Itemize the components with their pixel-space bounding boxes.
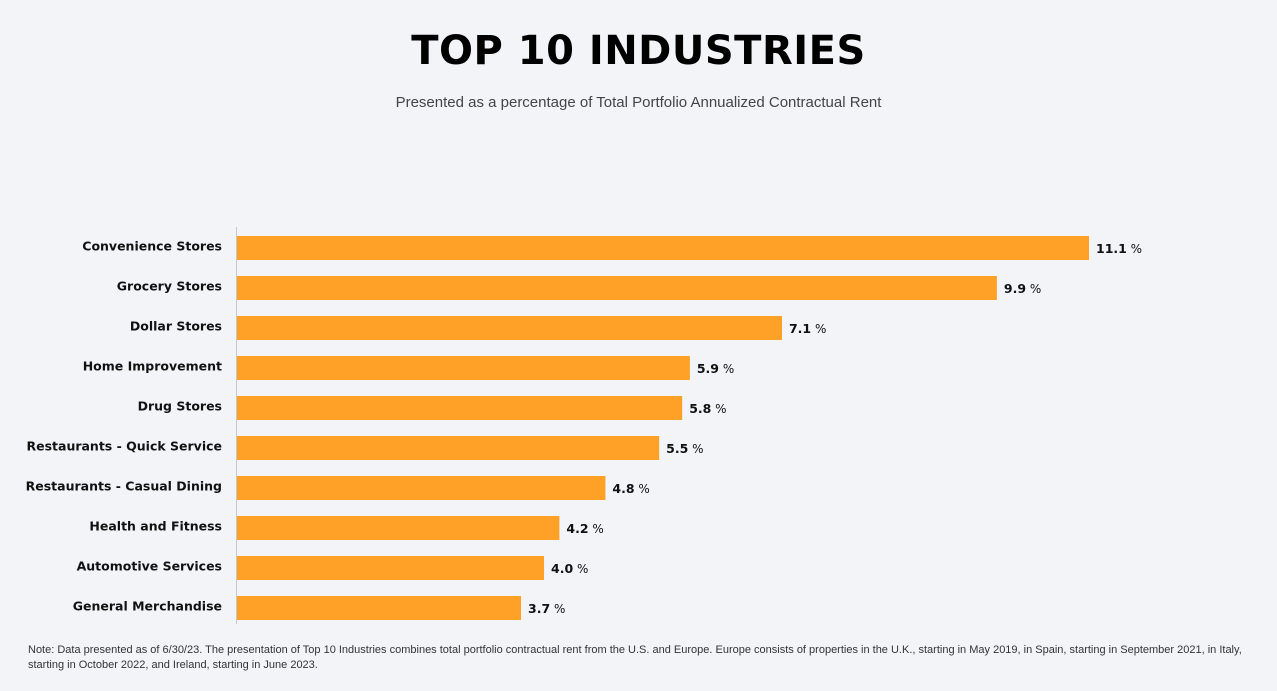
- bar: [237, 276, 997, 300]
- value-unit: %: [550, 602, 565, 616]
- bar-row: Automotive Services 4.0 %: [77, 556, 588, 580]
- value-unit: %: [589, 522, 604, 536]
- value-unit: %: [1026, 282, 1041, 296]
- value-label: 9.9 %: [1004, 281, 1041, 296]
- value-number: 7.1: [789, 321, 811, 336]
- value-label: 4.0 %: [551, 561, 588, 576]
- bar: [237, 396, 683, 420]
- value-number: 5.5: [666, 441, 688, 456]
- bar-row: Dollar Stores 7.1 %: [130, 316, 826, 340]
- value-number: 4.8: [612, 481, 634, 496]
- value-unit: %: [711, 402, 726, 416]
- bar: [237, 516, 560, 540]
- value-label: 4.8 %: [612, 481, 649, 496]
- value-label: 5.9 %: [697, 361, 734, 376]
- bar: [237, 236, 1089, 260]
- category-label: Restaurants - Quick Service: [26, 439, 222, 454]
- value-number: 9.9: [1004, 281, 1026, 296]
- bar: [237, 596, 521, 620]
- bar-row: Restaurants - Quick Service 5.5 %: [26, 436, 704, 460]
- category-label: Grocery Stores: [117, 279, 222, 294]
- value-number: 3.7: [528, 601, 550, 616]
- value-label: 5.5 %: [666, 441, 703, 456]
- value-number: 11.1: [1096, 241, 1127, 256]
- category-label: Restaurants - Casual Dining: [26, 479, 222, 494]
- bar-row: General Merchandise 3.7 %: [73, 596, 565, 620]
- bar-chart: Convenience Stores 11.1 % Grocery Stores 9.…: [26, 227, 1142, 624]
- category-label: Health and Fitness: [89, 519, 222, 534]
- value-label: 4.2 %: [566, 521, 603, 536]
- category-label: Dollar Stores: [130, 319, 222, 334]
- value-number: 4.2: [566, 521, 588, 536]
- bar-row: Restaurants - Casual Dining 4.8 %: [26, 476, 650, 500]
- chart-subtitle: Presented as a percentage of Total Portf…: [395, 94, 882, 111]
- value-number: 4.0: [551, 561, 573, 576]
- bar-row: Home Improvement 5.9 %: [83, 356, 734, 380]
- bar: [237, 476, 606, 500]
- bar: [237, 316, 782, 340]
- value-unit: %: [1127, 242, 1142, 256]
- value-label: 7.1 %: [789, 321, 826, 336]
- bar-row: Convenience Stores 11.1 %: [82, 236, 1142, 260]
- value-number: 5.9: [697, 361, 719, 376]
- value-unit: %: [719, 362, 734, 376]
- category-label: Convenience Stores: [82, 239, 222, 254]
- bar: [237, 356, 690, 380]
- value-label: 11.1 %: [1096, 241, 1142, 256]
- category-label: Home Improvement: [83, 359, 222, 374]
- bar: [237, 436, 660, 460]
- footnote: Note: Data presented as of 6/30/23. The …: [28, 644, 1242, 671]
- value-unit: %: [635, 482, 650, 496]
- category-label: Automotive Services: [77, 559, 222, 574]
- value-label: 5.8 %: [689, 401, 726, 416]
- value-label: 3.7 %: [528, 601, 565, 616]
- value-unit: %: [811, 322, 826, 336]
- value-unit: %: [688, 442, 703, 456]
- chart-title: TOP 10 INDUSTRIES: [411, 28, 866, 74]
- bar-row: Grocery Stores 9.9 %: [117, 276, 1041, 300]
- category-label: General Merchandise: [73, 599, 222, 614]
- bar: [237, 556, 545, 580]
- bar-row: Health and Fitness 4.2 %: [89, 516, 604, 540]
- bar-row: Drug Stores 5.8 %: [138, 396, 727, 420]
- value-unit: %: [573, 562, 588, 576]
- category-label: Drug Stores: [138, 399, 222, 414]
- value-number: 5.8: [689, 401, 711, 416]
